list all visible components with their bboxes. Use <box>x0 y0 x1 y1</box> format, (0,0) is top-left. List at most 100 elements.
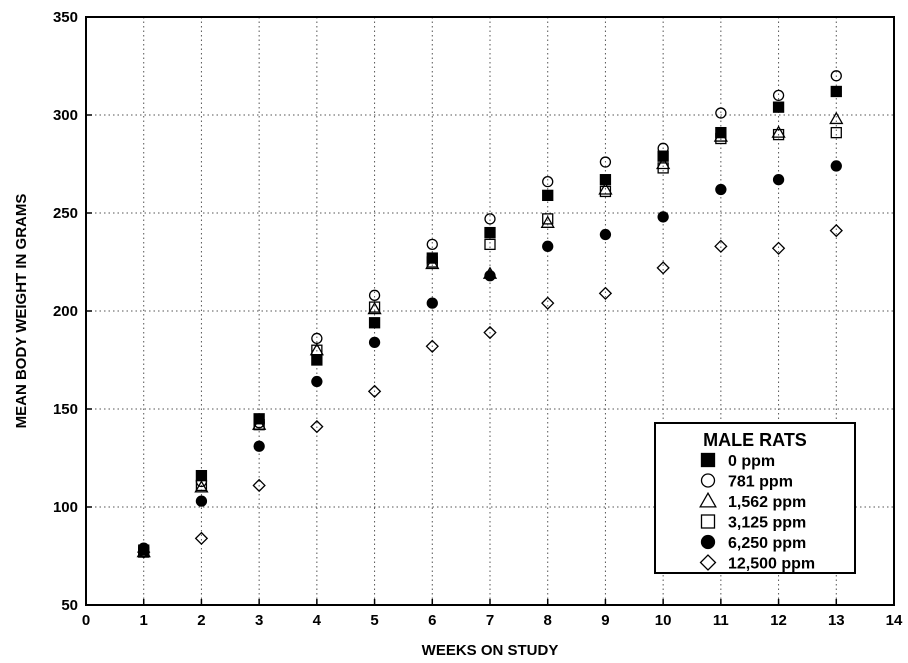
legend-title: MALE RATS <box>703 430 807 450</box>
data-point-12500ppm <box>598 286 613 301</box>
y-tick-label: 350 <box>53 9 78 26</box>
data-point-6250ppm <box>599 228 612 241</box>
y-tick-label: 100 <box>53 499 78 516</box>
data-point-1562ppm <box>829 111 844 125</box>
data-point-0ppm <box>715 126 727 139</box>
data-point-6250ppm <box>253 440 265 452</box>
y-axis-tick-labels: 50 100 150 200 250 300 350 <box>53 9 78 614</box>
data-point-12500ppm <box>310 419 324 434</box>
data-point-0ppm <box>830 85 842 98</box>
legend-entries: 0 ppm 781 ppm 1,562 ppm 3,125 ppm 6,250 ppm 1… <box>699 452 815 573</box>
legend-marker <box>700 452 716 468</box>
y-tick-label: 250 <box>53 205 78 222</box>
legend-label: 12,500 ppm <box>728 556 815 573</box>
y-tick-label: 50 <box>61 597 78 614</box>
data-point-12500ppm <box>252 478 266 493</box>
legend-label: 0 ppm <box>728 453 775 470</box>
data-point-6250ppm <box>657 211 669 223</box>
data-point-0ppm <box>657 150 669 162</box>
data-point-12500ppm <box>714 239 728 253</box>
data-point-12500ppm <box>541 296 555 310</box>
x-tick-label: 4 <box>313 612 322 629</box>
x-tick-label: 10 <box>655 612 672 629</box>
data-point-781ppm <box>311 332 323 345</box>
x-tick-label: 14 <box>886 612 903 629</box>
data-point-0ppm <box>542 189 554 202</box>
x-axis-label: WEEKS ON STUDY <box>422 642 559 659</box>
x-tick-label: 12 <box>770 612 787 629</box>
data-point-1562ppm <box>598 182 613 195</box>
y-tick-label: 150 <box>53 401 78 418</box>
data-point-12500ppm <box>425 339 439 353</box>
data-point-781ppm <box>368 289 381 301</box>
legend-marker <box>699 491 717 508</box>
gridlines <box>86 17 894 605</box>
series-0ppmppm <box>138 85 842 556</box>
data-point-1562ppm <box>771 125 786 138</box>
x-tick-label: 7 <box>486 612 494 629</box>
data-point-12500ppm <box>483 325 497 340</box>
data-point-781ppm <box>426 238 438 251</box>
data-point-781ppm <box>542 175 554 188</box>
x-tick-label: 11 <box>713 612 729 629</box>
legend-label: 3,125 ppm <box>728 515 806 532</box>
data-point-0ppm <box>368 317 381 329</box>
data-point-1562ppm <box>656 156 671 170</box>
data-point-781ppm <box>772 89 785 102</box>
data-point-0ppm <box>772 101 785 113</box>
x-tick-label: 0 <box>82 612 90 629</box>
data-point-12500ppm <box>771 241 786 255</box>
legend-marker <box>700 534 716 550</box>
x-tick-label: 1 <box>140 612 148 629</box>
data-point-0ppm <box>253 413 265 425</box>
x-axis-tick-labels: 0 1 2 3 4 5 6 7 8 9 10 11 12 13 14 <box>82 612 903 629</box>
data-point-3125ppm <box>830 126 842 139</box>
data-point-0ppm <box>484 226 496 239</box>
y-tick-label: 300 <box>53 107 78 124</box>
data-point-1562ppm <box>482 266 498 279</box>
x-tick-label: 5 <box>370 612 378 629</box>
data-point-6250ppm <box>368 336 381 349</box>
x-tick-label: 9 <box>601 612 609 629</box>
x-tick-label: 2 <box>197 612 205 629</box>
legend-marker <box>700 473 716 488</box>
y-tick-label: 200 <box>53 303 78 320</box>
data-point-6250ppm <box>715 183 727 196</box>
data-point-6250ppm <box>195 495 208 507</box>
y-axis-label: MEAN BODY WEIGHT IN GRAMS <box>13 194 30 429</box>
x-tick-label: 13 <box>828 612 845 629</box>
data-point-1562ppm <box>194 480 209 493</box>
data-point-0ppm <box>195 469 208 482</box>
legend-label: 1,562 ppm <box>728 494 806 511</box>
data-point-0ppm <box>311 354 323 366</box>
x-tick-label: 8 <box>544 612 552 629</box>
legend-label: 781 ppm <box>728 474 793 491</box>
data-point-3125ppm <box>484 238 496 251</box>
data-point-12500ppm <box>656 261 670 275</box>
data-point-781ppm <box>599 156 612 168</box>
data-point-1562ppm <box>540 215 555 228</box>
data-point-12500ppm <box>194 531 209 546</box>
legend-marker <box>699 554 717 571</box>
data-point-6250ppm <box>830 160 842 172</box>
legend-box <box>654 422 856 574</box>
data-point-0ppm <box>138 544 150 556</box>
data-point-6250ppm <box>426 297 438 309</box>
x-tick-label: 3 <box>255 612 263 629</box>
data-point-6250ppm <box>484 270 496 282</box>
data-point-0ppm <box>599 174 612 186</box>
data-point-6250ppm <box>311 375 323 388</box>
data-point-781ppm <box>484 213 496 225</box>
data-point-3125ppm <box>599 185 612 198</box>
data-point-781ppm <box>715 107 727 119</box>
x-tick-label: 6 <box>428 612 436 629</box>
axis-ticks <box>85 16 895 606</box>
series-12500ppmppm <box>137 223 843 559</box>
data-point-3125ppm <box>542 213 554 225</box>
data-point-1562ppm <box>367 301 382 315</box>
data-point-0ppm <box>426 252 438 264</box>
data-point-781ppm <box>830 70 842 82</box>
legend: MALE RATS 0 ppm 781 ppm 1,562 ppm 3,125 ppm… <box>654 422 856 574</box>
data-point-12500ppm <box>829 223 843 238</box>
